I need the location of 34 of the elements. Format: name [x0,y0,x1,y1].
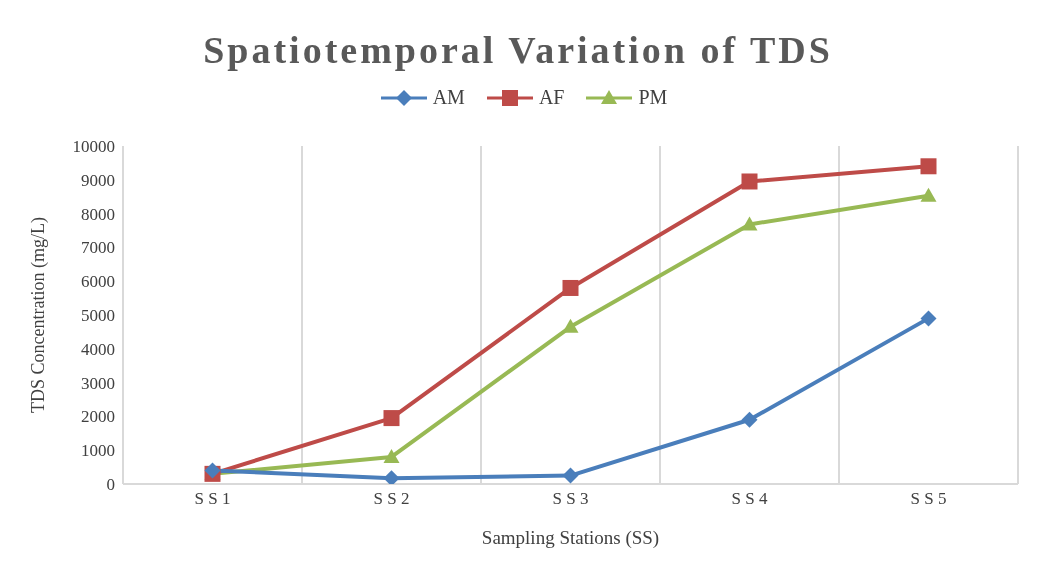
point [920,310,937,327]
y-tick-label: 8000 [81,204,115,224]
point [562,318,579,333]
point [741,216,758,231]
y-axis-title: TDS Concentration (mg/L) [28,217,50,413]
y-tick-label: 2000 [81,407,115,427]
x-tick-label: S S 1 [194,489,231,509]
point [383,448,400,463]
y-tick-label: 3000 [81,373,115,393]
legend-label: PM [638,86,668,109]
point [562,467,579,484]
y-tick-label: 10000 [72,137,115,157]
legend-label: AM [432,86,465,109]
x-tick-label: S S 2 [373,489,410,509]
point [383,470,400,484]
point [741,173,758,190]
y-tick-label: 1000 [81,441,115,461]
legend-label: AF [538,86,565,109]
y-tick-label: 7000 [81,238,115,258]
y-tick-label: 4000 [81,339,115,359]
chart-title: Spatiotemporal Variation of TDS [202,28,834,72]
x-tick-label: S S 3 [552,489,589,509]
point [920,187,937,202]
x-tick-label: S S 5 [910,489,947,509]
y-tick-label: 6000 [81,272,115,292]
x-tick-label: S S 4 [731,489,768,509]
y-tick-label: 9000 [81,170,115,190]
y-tick-label: 5000 [81,306,115,326]
point [562,279,579,296]
point [920,158,937,175]
point [741,411,758,428]
point [383,410,400,427]
y-tick-label: 0 [106,475,115,495]
x-axis-title: Sampling Stations (SS) [481,527,660,549]
